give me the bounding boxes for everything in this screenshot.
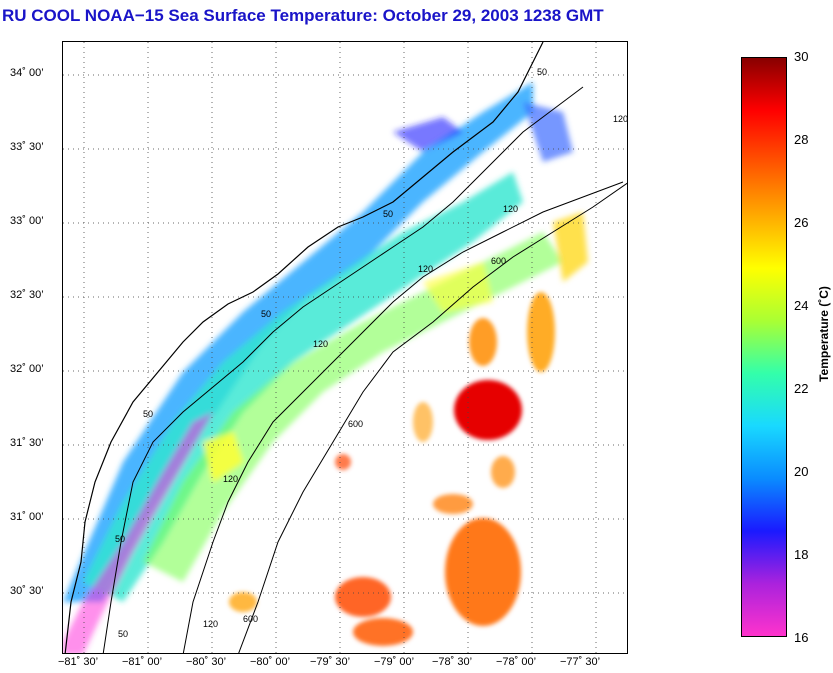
contour-50m (102, 86, 584, 653)
colorbar-tick: 30 (794, 49, 809, 64)
sst-data-layer (63, 82, 588, 653)
contour-label: 50 (261, 309, 271, 319)
coastline (64, 42, 544, 653)
contour-label: 120 (418, 264, 433, 274)
colorbar-tick: 28 (794, 132, 809, 147)
contour-label: 50 (143, 409, 153, 419)
graticule (63, 42, 627, 653)
lat-tick-label: 32˚ 00’ (10, 363, 44, 375)
colorbar-label: Temperature (˚C) (817, 286, 831, 382)
contour-label: 50 (115, 534, 125, 544)
contour-label: 120 (503, 204, 518, 214)
sst-map: 50 50 50 50 50 50 120 120 120 120 120 12… (62, 41, 628, 654)
colorbar-tick: 22 (794, 381, 809, 396)
colorbar-tick: 20 (794, 464, 809, 479)
temperature-colorbar (741, 57, 787, 637)
contour-label: 600 (243, 614, 258, 624)
lat-tick-label: 33˚ 30’ (10, 141, 44, 153)
lon-tick-label: −79˚ 30’ (310, 656, 351, 668)
lat-tick-label: 30˚ 30’ (10, 585, 44, 597)
lon-tick-label: −77˚ 30’ (560, 656, 601, 668)
contour-label: 600 (491, 256, 506, 266)
sst-map-canvas: 50 50 50 50 50 50 120 120 120 120 120 12… (63, 42, 628, 653)
colorbar-tick: 26 (794, 215, 809, 230)
contour-label: 50 (383, 209, 393, 219)
lon-tick-label: −78˚ 30’ (432, 656, 473, 668)
colorbar-tick: 18 (794, 547, 809, 562)
lat-tick-label: 34˚ 00’ (10, 67, 44, 79)
lon-tick-label: −81˚ 00’ (122, 656, 163, 668)
colorbar-tick: 24 (794, 298, 809, 313)
lon-tick-label: −79˚ 00’ (374, 656, 415, 668)
map-title: RU COOL NOAA−15 Sea Surface Temperature:… (2, 6, 604, 25)
colorbar-tick: 16 (794, 630, 809, 645)
sst-warm-patches (229, 292, 555, 646)
contour-label: 120 (203, 619, 218, 629)
contour-label: 50 (537, 67, 547, 77)
lat-tick-label: 32˚ 30’ (10, 289, 44, 301)
contour-label: 120 (613, 114, 628, 124)
lat-tick-label: 33˚ 00’ (10, 215, 44, 227)
lon-tick-label: −80˚ 30’ (186, 656, 227, 668)
lon-tick-label: −78˚ 00’ (496, 656, 537, 668)
contour-label: 120 (313, 339, 328, 349)
lon-tick-label: −80˚ 00’ (250, 656, 291, 668)
contour-label: 120 (223, 474, 238, 484)
lat-tick-label: 31˚ 30’ (10, 437, 44, 449)
contour-label: 600 (348, 419, 363, 429)
contour-120m (182, 181, 624, 653)
lon-tick-label: −81˚ 30’ (58, 656, 99, 668)
contour-600m (238, 182, 627, 653)
contour-label: 50 (118, 629, 128, 639)
lat-tick-label: 31˚ 00’ (10, 511, 44, 523)
